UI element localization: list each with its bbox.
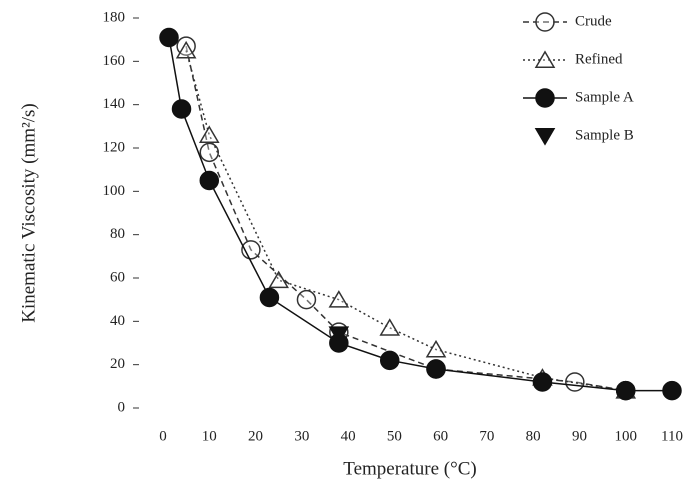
y-tick-label: 140: [103, 96, 126, 112]
data-point: [268, 270, 289, 289]
series-line: [168, 37, 672, 392]
x-tick-label: 20: [248, 428, 263, 444]
data-point: [198, 125, 220, 143]
data-point: [159, 27, 179, 48]
data-point: [328, 290, 350, 308]
data-point: [171, 99, 192, 119]
data-point: [175, 40, 197, 59]
legend-marker: [534, 50, 556, 68]
x-tick-label: 0: [159, 428, 167, 444]
data-point: [328, 326, 350, 344]
x-tick-label: 70: [479, 428, 494, 444]
x-tick-label: 90: [572, 428, 587, 444]
data-point: [296, 289, 317, 310]
y-tick-label: 20: [110, 356, 125, 372]
y-tick-label: 0: [118, 399, 126, 415]
data-point: [379, 318, 401, 336]
y-tick-label: 100: [103, 183, 126, 199]
y-tick-label: 180: [103, 9, 126, 25]
data-point: [662, 380, 682, 401]
legend-label: Crude: [575, 13, 612, 29]
legend-label: Refined: [575, 51, 623, 67]
series-line: [185, 50, 626, 392]
y-axis-title: Kinematic Viscosity (mm²/s): [18, 103, 39, 323]
data-point: [199, 142, 220, 163]
data-point: [199, 170, 220, 191]
x-axis-title: Temperature (°C): [343, 458, 476, 479]
y-tick-label: 60: [110, 269, 125, 285]
data-point: [425, 339, 447, 358]
y-tick-label: 40: [110, 313, 125, 329]
x-tick-label: 10: [202, 428, 217, 444]
legend-marker: [535, 12, 555, 32]
data-point: [426, 359, 446, 379]
data-point: [379, 350, 400, 371]
legend-label: Sample A: [575, 89, 634, 105]
data-point: [565, 372, 585, 392]
data-point: [532, 372, 553, 392]
data-point: [259, 287, 280, 308]
legend-marker: [534, 128, 556, 146]
x-tick-label: 40: [341, 428, 356, 444]
y-tick-label: 160: [103, 53, 126, 69]
x-tick-label: 30: [294, 428, 309, 444]
y-tick-label: 80: [110, 226, 125, 242]
data-point: [615, 380, 636, 401]
x-tick-label: 50: [387, 428, 402, 444]
y-tick-label: 120: [103, 139, 126, 155]
x-tick-label: 110: [661, 428, 683, 444]
x-tick-label: 100: [614, 428, 637, 444]
legend-label: Sample B: [575, 127, 634, 143]
x-tick-label: 80: [526, 428, 541, 444]
legend-marker: [535, 88, 555, 108]
x-tick-label: 60: [433, 428, 448, 444]
